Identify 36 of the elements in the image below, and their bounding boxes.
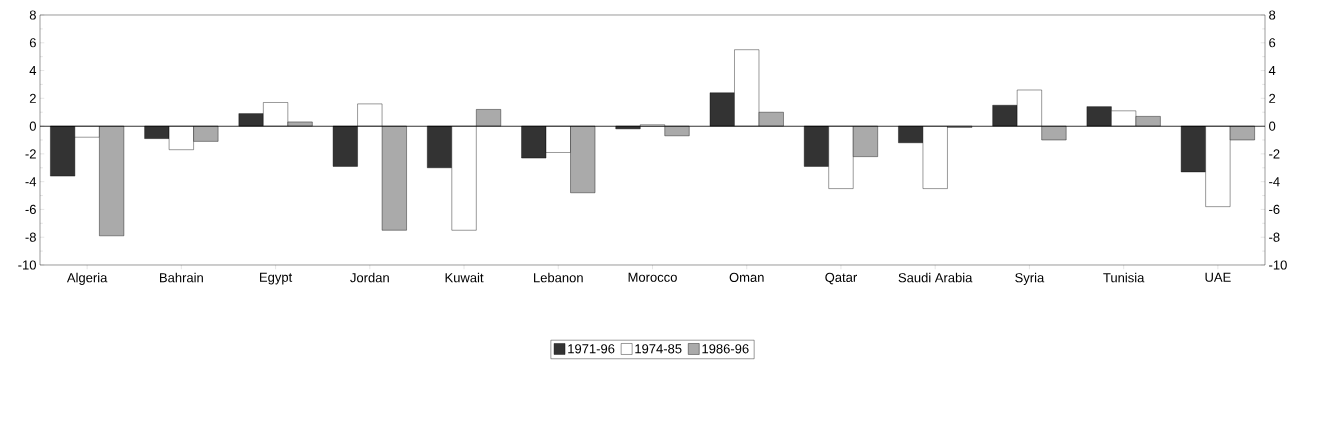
y-tick-label: 0 <box>1269 121 1276 131</box>
x-tick-label: Saudi Arabia <box>898 272 973 283</box>
y-tick-label: 4 <box>1268 66 1276 76</box>
x-tick-label: Oman <box>729 272 764 282</box>
y-tick-label: -10 <box>1269 260 1287 270</box>
legend-label: 1971-96 <box>568 344 615 354</box>
y2-tick-label: 0 <box>29 121 36 131</box>
y2-tick-label: -6 <box>25 204 36 215</box>
y2-tick-label: -2 <box>25 149 36 159</box>
y-tick-label: 2 <box>1269 93 1276 103</box>
legend-label: 1986-96 <box>702 344 749 354</box>
y-tick-label: -6 <box>1269 204 1280 215</box>
y2-tick-label: 6 <box>29 38 36 48</box>
y-tick-label: 8 <box>1269 10 1276 20</box>
y2-tick-label: 2 <box>29 93 36 103</box>
y-tick-label: -8 <box>1269 232 1280 242</box>
y-tick-label: -4 <box>1269 177 1280 187</box>
x-tick-label: Algeria <box>66 272 108 285</box>
x-tick-label: Qatar <box>825 272 857 285</box>
x-tick-label: Morocco <box>628 272 677 282</box>
y2-tick-label: -10 <box>18 260 36 270</box>
legend-label: 1974-85 <box>635 344 682 354</box>
y-tick-label: 6 <box>1269 38 1276 48</box>
x-tick-label: Egypt <box>260 272 293 285</box>
x-tick-label: UAE <box>1205 272 1231 282</box>
x-tick-label: Tunisia <box>1103 272 1145 283</box>
y-tick-label: -2 <box>1269 149 1280 159</box>
y2-tick-label: 4 <box>29 66 37 76</box>
x-tick-label: Lebanon <box>534 272 583 283</box>
x-tick-label: Bahrain <box>160 272 203 283</box>
x-tick-label: Syria <box>1015 272 1045 285</box>
x-tick-label: Jordan <box>350 272 389 283</box>
y2-tick-label: 8 <box>29 10 36 20</box>
y2-tick-label: -8 <box>25 232 36 242</box>
y2-tick-label: -4 <box>25 177 37 187</box>
x-tick-label: Kuwait <box>445 272 484 283</box>
